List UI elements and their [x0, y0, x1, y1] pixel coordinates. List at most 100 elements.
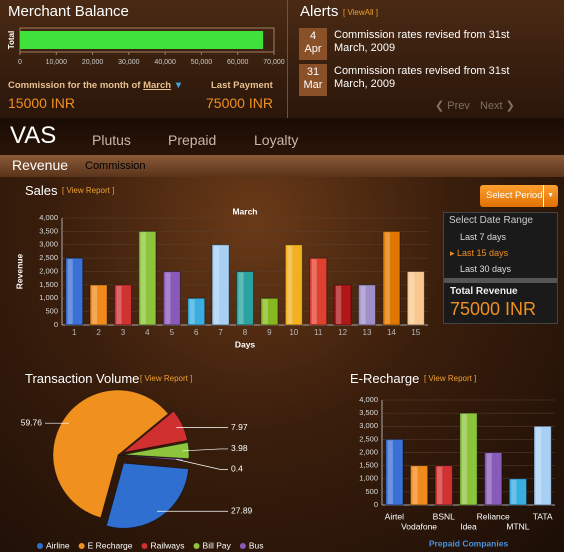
x-tick-label: Idea [460, 521, 477, 531]
view-all[interactable]: [ ViewAll ] [343, 8, 378, 17]
erecharge-title: E-Recharge [350, 371, 420, 386]
label: Commission for the month of [8, 80, 141, 91]
bar-shine [511, 479, 517, 504]
next[interactable]: Next [480, 100, 503, 112]
bar-shine [387, 440, 393, 504]
view-report[interactable]: [ View Report ] [140, 374, 193, 383]
bar [138, 230, 157, 326]
bar [357, 284, 377, 326]
bar [434, 465, 453, 506]
date-option[interactable]: Last 30 days [460, 264, 512, 274]
y-tick-label: 1,500 [359, 461, 378, 470]
subtab[interactable]: Revenue [12, 157, 69, 173]
label[interactable]: Last 15 days [457, 248, 509, 258]
nav-tab[interactable]: Plutus [92, 132, 131, 148]
x-tick-label: 70,000 [263, 59, 285, 66]
legend-swatch [239, 543, 246, 549]
view-report[interactable]: [ View Report ] [424, 374, 477, 383]
x-tick-label: 4 [145, 328, 150, 337]
x-tick-label: 30,000 [118, 59, 140, 66]
month[interactable]: March [143, 80, 172, 91]
y-tick-label: 500 [45, 307, 58, 316]
x-axis-label: Prepaid Companies [429, 538, 509, 548]
x-tick-label: 15 [411, 328, 420, 337]
commission-label: Commission for the month of March ▼ [8, 80, 183, 91]
bar [89, 284, 108, 326]
bar [211, 244, 230, 326]
subtab[interactable]: Commission [85, 160, 146, 172]
x-tick-label: MTNL [506, 521, 529, 531]
bar-shine [336, 285, 342, 324]
bar-shine [311, 259, 317, 324]
y-tick-label: 3,000 [359, 421, 378, 430]
next-button[interactable]: Next ❯ [480, 100, 515, 112]
bar [406, 271, 425, 326]
transaction-title: Transaction Volume [25, 371, 140, 386]
data-label: 7.97 [231, 422, 248, 432]
x-axis-label: Days [235, 339, 256, 349]
bar-shine [262, 299, 268, 324]
month: Mar [303, 79, 323, 91]
x-tick-label: 13 [363, 328, 372, 337]
data-label: 3.98 [231, 443, 248, 453]
prev-button[interactable]: ❮ Prev [435, 100, 470, 112]
y-tick-label: 4,000 [359, 395, 378, 404]
x-tick-label: 3 [121, 328, 126, 337]
date-option[interactable]: Last 7 days [460, 232, 507, 242]
y-tick-label: 3,000 [39, 240, 58, 249]
y-tick-label: 0 [54, 320, 58, 329]
arrow[interactable]: ▼ [543, 185, 554, 207]
chart-title: March [232, 206, 257, 216]
bar [187, 297, 206, 326]
sales-title: Sales [25, 183, 58, 198]
bar [260, 297, 279, 326]
separator [444, 278, 557, 283]
bar-shine [116, 285, 122, 324]
bar [235, 271, 255, 326]
y-tick-label: 2,000 [39, 266, 58, 275]
bar [162, 271, 181, 326]
bar-shine [486, 453, 492, 504]
prev[interactable]: Prev [447, 100, 470, 112]
bar [65, 257, 84, 326]
alert-text: Commission rates revised from 31st March… [334, 29, 510, 54]
bar-shine [67, 259, 73, 324]
label[interactable]: Select Period [486, 190, 543, 201]
bar-shine [140, 232, 146, 324]
nav-title: VAS [10, 122, 57, 149]
bar-shine [92, 285, 98, 324]
date-option-selected[interactable]: ▸ Last 15 days [450, 248, 509, 258]
view-report[interactable]: [ View Report ] [62, 186, 115, 195]
x-tick-label: 11 [314, 328, 323, 337]
y-axis-label: Revenue [14, 254, 24, 290]
dropdown-arrow[interactable]: ▼ [173, 80, 184, 91]
data-label: 59.76 [21, 417, 43, 427]
month: Apr [304, 43, 322, 55]
alert-date: 4 Apr [299, 28, 327, 60]
total-label: Total Revenue [450, 286, 518, 297]
y-tick-label: 2,500 [39, 253, 58, 262]
nav-tab[interactable]: Loyalty [254, 132, 299, 148]
y-tick-label: 2,000 [359, 447, 378, 456]
x-tick-label: 1 [72, 328, 77, 337]
pie-slice [106, 462, 189, 529]
select-period-button[interactable]: Select Period ▼ [480, 185, 558, 207]
legend-swatch [78, 543, 85, 549]
bar-shine [360, 285, 366, 324]
bar-shine [384, 232, 390, 324]
bar [409, 465, 429, 506]
bar-shine [165, 272, 171, 324]
nav-tab[interactable]: Prepaid [168, 132, 217, 148]
bar [284, 244, 303, 326]
balance-bar [20, 31, 264, 49]
bar [459, 412, 478, 506]
y-tick-label: 2,500 [359, 434, 378, 443]
x-tick-label: 0 [18, 59, 22, 66]
y-tick-label: 0 [374, 500, 378, 509]
day: 4 [309, 30, 317, 42]
merchant-title: Merchant Balance [8, 3, 129, 20]
date-range-title: Select Date Range [449, 215, 533, 226]
divider [287, 0, 288, 118]
